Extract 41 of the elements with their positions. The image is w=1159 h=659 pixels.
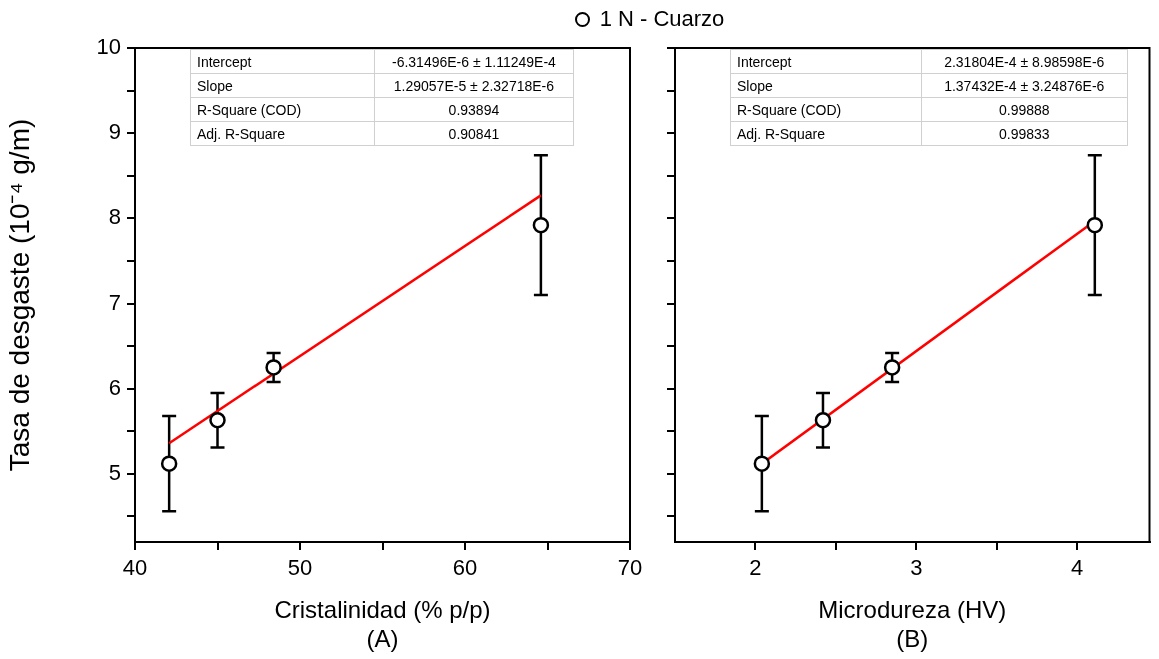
point	[532, 216, 550, 234]
x-axis-title: Microdureza (HV) (B)	[818, 596, 1007, 653]
point	[883, 359, 901, 376]
x-tick-label: 2	[749, 555, 762, 581]
annotation: 0.90841	[374, 121, 574, 146]
y-tick-label: 8	[108, 204, 121, 230]
x-tick-label: 40	[122, 555, 148, 581]
annotation: 2.31804E-4 ± 8.98598E-6	[921, 49, 1128, 74]
point	[753, 455, 771, 472]
annotation: Slope	[730, 73, 922, 98]
y-tick-label: 7	[108, 289, 121, 315]
annotation: Adj. R-Square	[190, 121, 375, 146]
annotation: 1.29057E-5 ± 2.32718E-6	[374, 73, 574, 98]
x-tick-label: 70	[617, 555, 643, 581]
annotation: Adj. R-Square	[730, 121, 922, 146]
annotation: R-Square (COD)	[190, 97, 375, 122]
annotation: 0.99833	[921, 121, 1128, 146]
y-axis-title: Tasa de desgaste (10⁻⁴ g/m)	[3, 118, 35, 472]
x-axis-title: Cristalinidad (% p/p) (A)	[274, 596, 491, 653]
y-tick-label: 9	[108, 119, 121, 145]
y-tick-label: 10	[96, 34, 121, 60]
annotation: Intercept	[190, 49, 375, 74]
point	[1086, 216, 1104, 234]
annotation: 0.93894	[374, 97, 574, 122]
legend-label: 1 N - Cuarzo	[599, 6, 725, 32]
x-tick-label: 50	[287, 555, 313, 581]
annotation: R-Square (COD)	[730, 97, 922, 122]
point	[160, 455, 178, 472]
annotation: -6.31496E-6 ± 1.11249E-4	[374, 49, 574, 74]
point	[209, 411, 226, 429]
x-tick-label: 4	[1070, 555, 1084, 581]
annotation: 1.37432E-4 ± 3.24876E-6	[921, 73, 1128, 98]
y-tick-label: 6	[108, 374, 121, 400]
x-tick-label: 60	[452, 555, 478, 581]
point	[265, 359, 282, 376]
point	[814, 411, 832, 429]
x-tick-label: 3	[910, 555, 923, 581]
annotation: 0.99888	[921, 97, 1128, 122]
annotation: Intercept	[730, 49, 922, 74]
y-tick-label: 5	[108, 459, 121, 485]
annotation: Slope	[190, 73, 375, 98]
